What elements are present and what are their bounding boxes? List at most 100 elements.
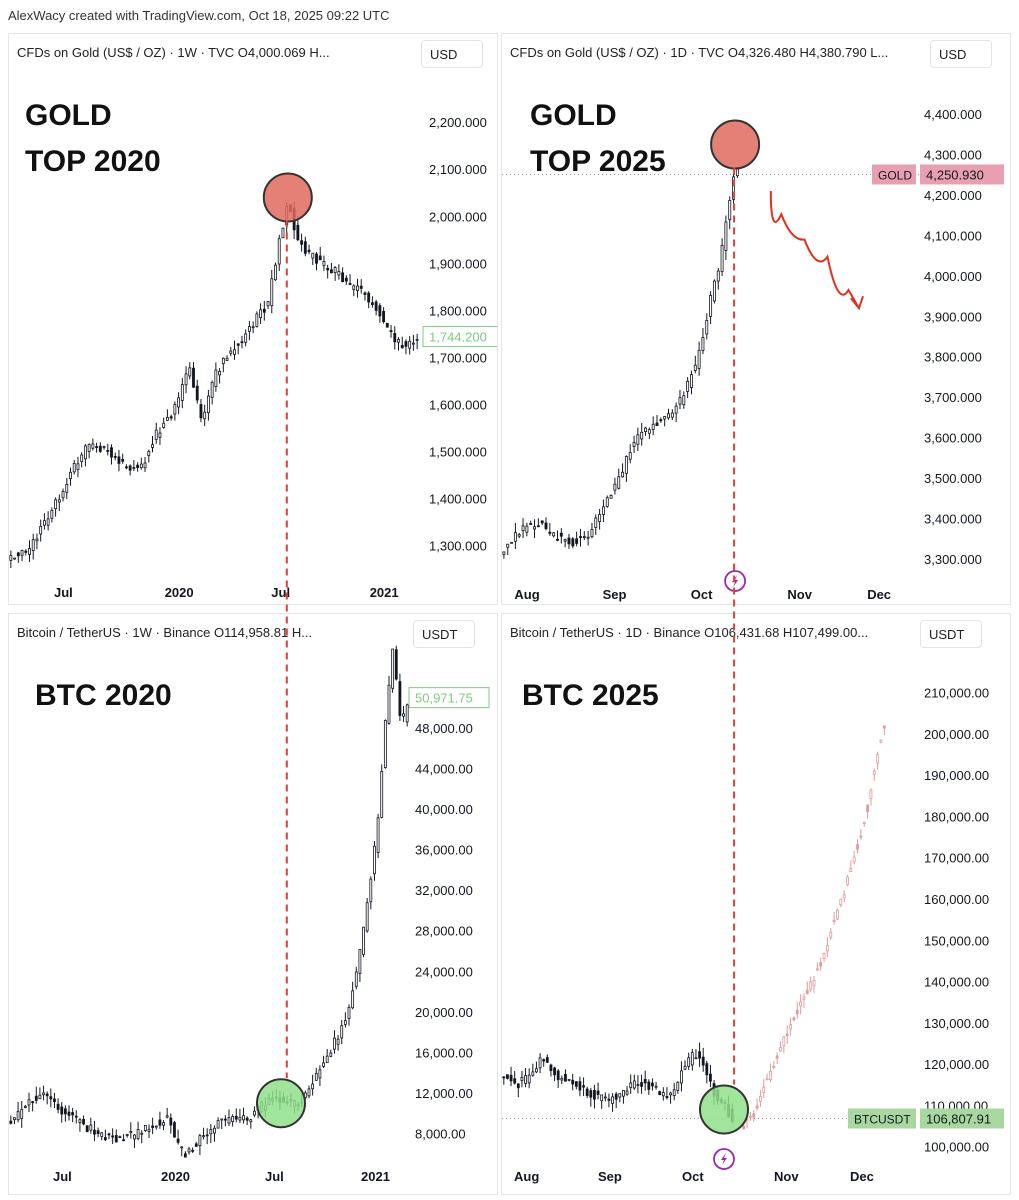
- y-tick-label: 100,000.00: [924, 1140, 989, 1155]
- x-tick-label: Nov: [787, 587, 812, 602]
- projection-candle: [836, 908, 839, 921]
- candle-body: [544, 522, 548, 530]
- y-tick-label: 3,700.000: [924, 390, 982, 405]
- candle-body: [661, 1092, 665, 1097]
- candle: [180, 1146, 184, 1157]
- chart-canvas[interactable]: 100,000.00110,000.00120,000.00130,000.00…: [502, 614, 1011, 1195]
- candle: [594, 514, 598, 535]
- candle-body: [213, 1127, 216, 1134]
- candle-body: [415, 338, 419, 341]
- candle-body: [340, 1025, 344, 1039]
- projection-candle: [789, 1017, 792, 1036]
- y-tick-label: 1,300.000: [429, 538, 487, 553]
- candle: [369, 876, 373, 910]
- candle-body: [556, 1070, 560, 1081]
- candle: [46, 511, 50, 531]
- chart-canvas[interactable]: 3,300.000 3,400.000 3,500.000 3,600.000 3,70…: [502, 34, 1011, 605]
- candle: [333, 266, 337, 281]
- candle: [411, 334, 415, 351]
- candle: [556, 1069, 560, 1088]
- y-tick-label: 12,000.00: [415, 1086, 473, 1101]
- candle: [560, 1075, 564, 1085]
- currency-unit-button[interactable]: USD: [930, 40, 992, 68]
- candle-body: [549, 1064, 553, 1072]
- candle: [93, 1120, 96, 1142]
- candle: [158, 1111, 162, 1129]
- currency-unit-button[interactable]: USDT: [413, 620, 475, 648]
- chart-canvas[interactable]: 8,000.00 12,000.00 16,000.00 20,000.00 24,00…: [9, 614, 498, 1195]
- candle-body: [405, 704, 409, 723]
- chart-panel-gold-2020[interactable]: CFDs on Gold (US$ / OZ) · 1W · TVC O4,00…: [8, 33, 498, 605]
- projection-body: [866, 804, 869, 812]
- candle-body: [701, 1056, 705, 1066]
- candle-body: [383, 720, 387, 768]
- candle-body: [536, 525, 540, 528]
- candle-body: [676, 1081, 680, 1091]
- y-tick-label: 28,000.00: [415, 924, 473, 939]
- candle-body: [625, 1090, 629, 1095]
- overlay-label-line1: GOLD: [530, 99, 617, 132]
- candle: [549, 1063, 553, 1077]
- y-tick-label: 200,000.00: [924, 727, 989, 742]
- chart-panel-gold-2025[interactable]: CFDs on Gold (US$ / OZ) · 1D · TVC O4,32…: [501, 33, 1011, 605]
- candle: [311, 252, 315, 265]
- y-tick-label: 150,000.00: [924, 933, 989, 948]
- chart-panel-btc-2020[interactable]: Bitcoin / TetherUS · 1W · Binance O114,9…: [8, 613, 498, 1195]
- candle-body: [210, 381, 214, 398]
- candle-body: [698, 1051, 701, 1059]
- candle-body: [654, 1085, 658, 1088]
- candle: [538, 1053, 542, 1074]
- candle: [83, 444, 87, 467]
- candle-body: [397, 339, 400, 343]
- candle: [221, 357, 225, 373]
- candle-body: [192, 367, 195, 388]
- candle-body: [238, 1116, 242, 1121]
- candle: [76, 456, 80, 478]
- candle-body: [647, 1081, 651, 1090]
- currency-unit-button[interactable]: USDT: [920, 620, 982, 648]
- candle: [82, 1115, 85, 1126]
- x-tick-label: Sep: [598, 1169, 622, 1184]
- chart-canvas[interactable]: 1,300.000 1,400.000 1,500.000 1,600.000 1,70…: [9, 34, 498, 605]
- candle: [49, 1088, 53, 1108]
- candle: [502, 551, 506, 559]
- candle: [613, 477, 617, 495]
- candle: [617, 468, 621, 490]
- candle: [655, 414, 659, 427]
- candle-body: [234, 1115, 238, 1120]
- candle-body: [13, 557, 17, 560]
- projection-body: [809, 980, 813, 990]
- projection-candle: [872, 768, 876, 781]
- candle: [513, 522, 517, 549]
- candle: [154, 1125, 158, 1130]
- candle: [380, 764, 384, 819]
- candle-body: [31, 539, 35, 551]
- candle: [38, 1087, 42, 1100]
- candle: [663, 415, 667, 427]
- projection-body: [839, 899, 843, 906]
- currency-unit-button[interactable]: USD: [421, 40, 483, 68]
- y-tick-label: 4,100.000: [924, 228, 982, 243]
- candle: [274, 262, 277, 281]
- candle-body: [669, 1092, 672, 1096]
- candle-body: [89, 1124, 93, 1131]
- candle-body: [400, 345, 404, 349]
- candle-body: [506, 543, 510, 548]
- candle: [536, 518, 540, 528]
- candle: [603, 1092, 607, 1102]
- projection-candle: [849, 860, 853, 872]
- forecast-arrow-head: [850, 295, 864, 311]
- projection-candle: [822, 952, 826, 963]
- candle-body: [385, 322, 389, 328]
- candle: [129, 1122, 133, 1139]
- candle: [31, 533, 35, 560]
- candle: [56, 1098, 60, 1114]
- candle: [658, 1090, 662, 1096]
- candle-body: [531, 1071, 535, 1076]
- candle-body: [225, 357, 229, 361]
- candle-body: [16, 1110, 20, 1121]
- candle: [117, 449, 121, 472]
- candle-body: [199, 404, 203, 419]
- chart-panel-btc-2025[interactable]: Bitcoin / TetherUS · 1D · Binance O106,4…: [501, 613, 1011, 1195]
- candle: [682, 391, 686, 409]
